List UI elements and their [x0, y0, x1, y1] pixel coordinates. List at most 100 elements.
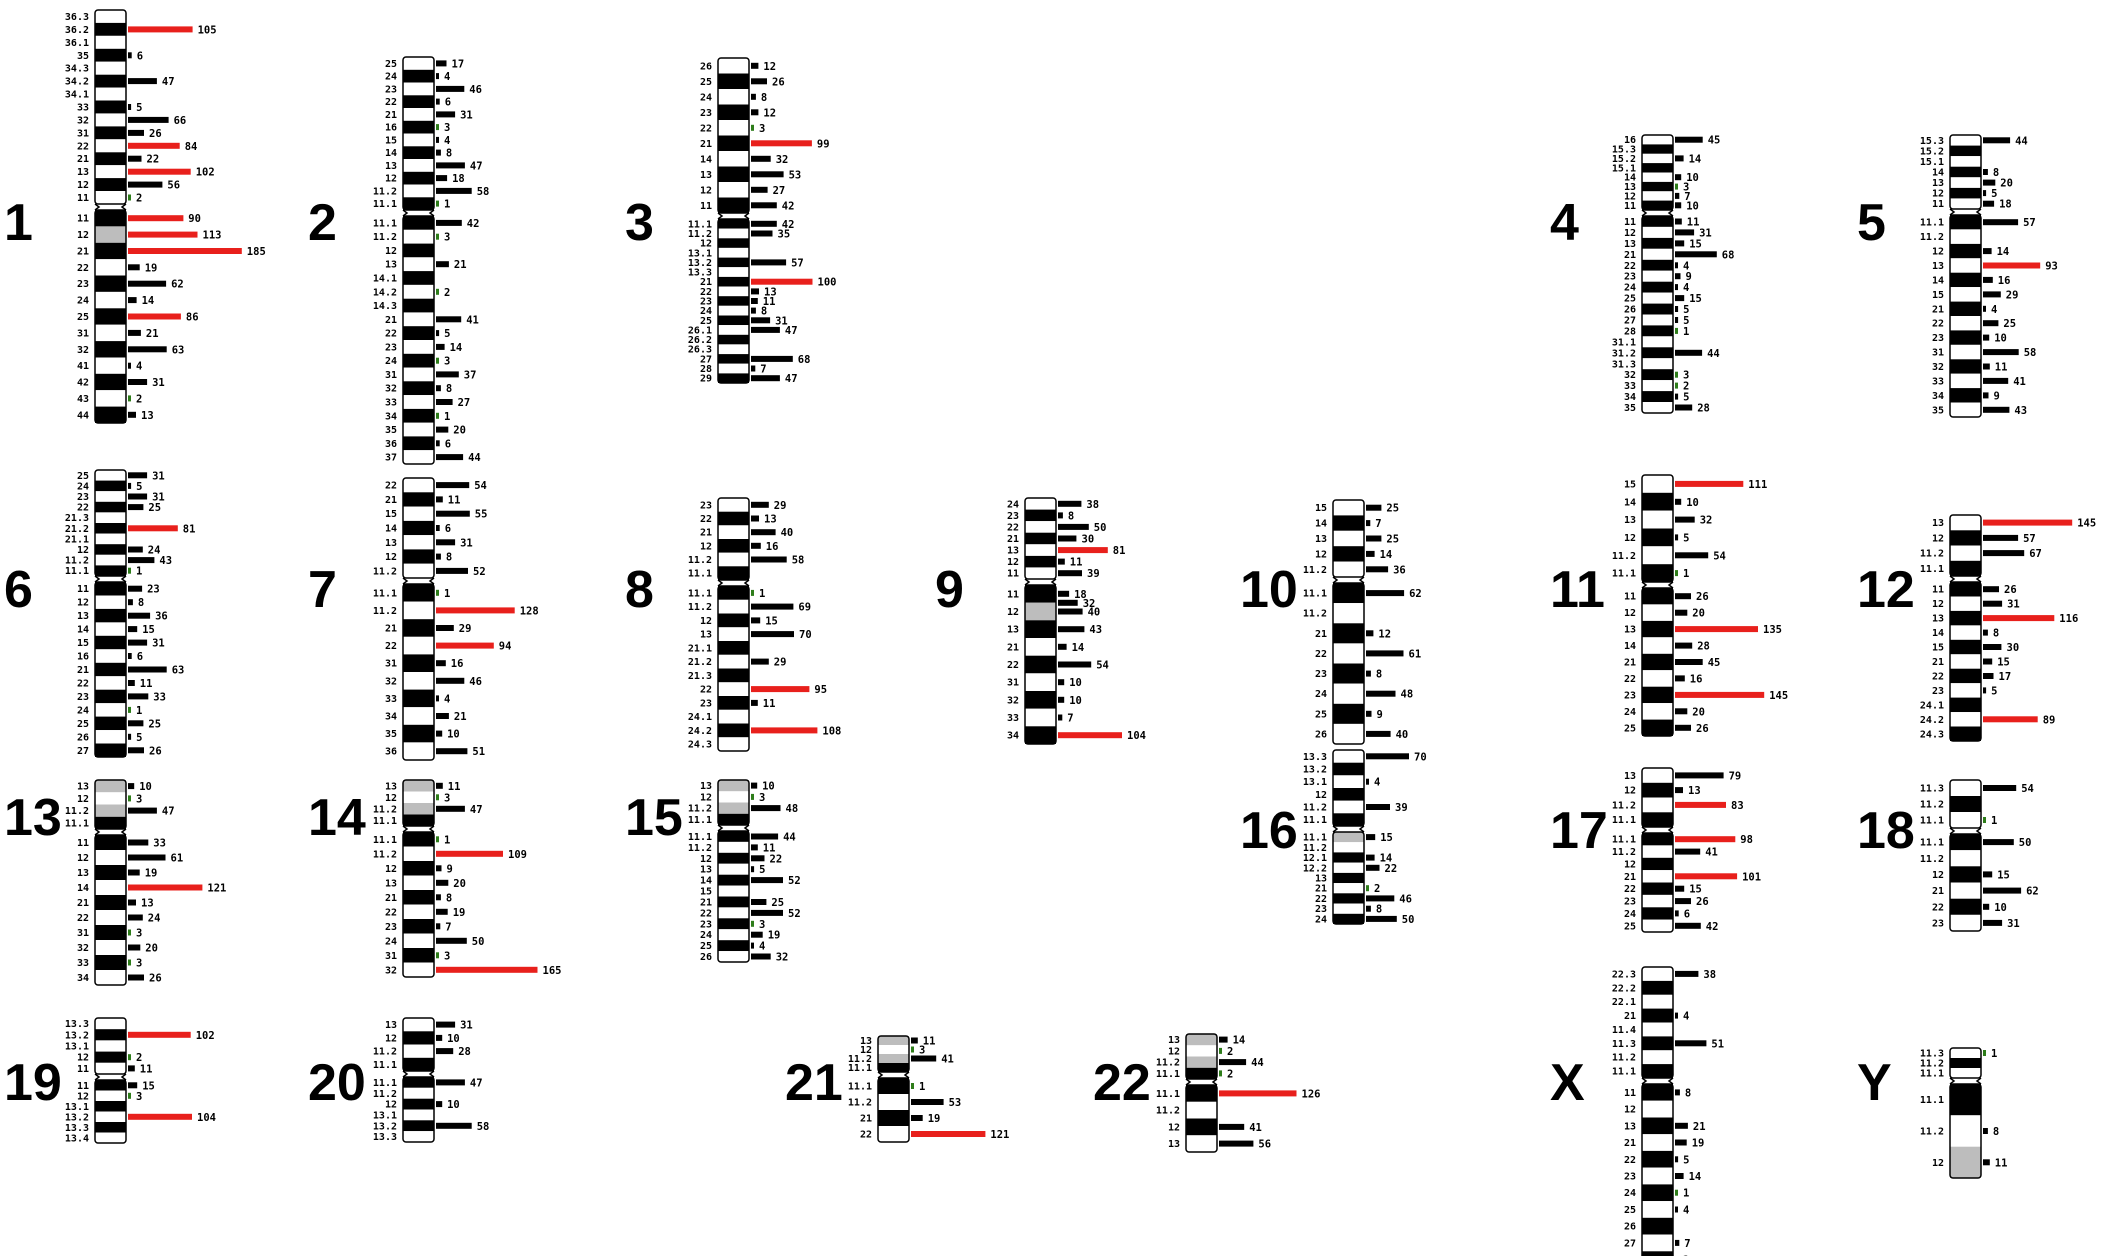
count-bar [1219, 1140, 1254, 1147]
band-label: 21 [1007, 534, 1019, 545]
band-label: 11.1 [373, 218, 397, 229]
count-bar [751, 355, 793, 362]
count-bar [1366, 535, 1382, 542]
count-bar [751, 899, 767, 905]
band-q22 [718, 286, 749, 297]
count-bar [1983, 1159, 1990, 1166]
count-bar [436, 288, 439, 295]
chromosome-number: 12 [1857, 561, 1915, 619]
band-label: 13 [700, 781, 712, 792]
chromosome-number: 10 [1240, 561, 1298, 619]
band-q23 [95, 275, 126, 292]
count-bar [128, 747, 144, 754]
q-arm-outline [402, 583, 435, 761]
count-label: 95 [814, 684, 827, 696]
count-bar [436, 124, 439, 131]
band-label: 13 [860, 1036, 872, 1047]
band-label: 35 [385, 425, 397, 436]
count-label: 38 [1086, 499, 1099, 511]
band-q22 [95, 676, 126, 690]
count-bar [436, 233, 439, 240]
band-q33 [1642, 380, 1673, 392]
band-label: 23 [1315, 904, 1327, 915]
p-arm-outline [402, 56, 435, 211]
band-label: 12 [385, 864, 397, 875]
count-label: 4 [444, 693, 450, 705]
count-bar [436, 782, 443, 789]
count-bar [436, 553, 441, 560]
band-label: 13 [385, 538, 397, 549]
count-label: 54 [474, 480, 487, 492]
count-label: 6 [137, 651, 143, 663]
band-q12 [1186, 1118, 1217, 1136]
band-p14 [403, 520, 434, 536]
band-p23 [95, 491, 126, 502]
count-label: 11 [923, 1036, 936, 1048]
count-bar [1366, 885, 1369, 892]
count-bar [1983, 320, 1999, 327]
band-p13 [1186, 1034, 1217, 1046]
band-p13 [1950, 177, 1981, 188]
count-label: 19 [768, 930, 781, 942]
count-label: 56 [1258, 1139, 1271, 1151]
band-q12 [718, 613, 749, 628]
band-label: 21 [1932, 657, 1944, 668]
count-label: 31 [152, 492, 165, 504]
band-q11.1 [718, 219, 749, 229]
band-label: 22 [385, 907, 397, 918]
band-q36 [403, 742, 434, 760]
band-label: 13.4 [65, 1133, 89, 1144]
centromere [1185, 1078, 1218, 1086]
band-p13 [95, 165, 126, 179]
band-label: 12 [700, 616, 712, 627]
chromosome-number: 3 [625, 194, 654, 252]
band-label: 15 [1932, 643, 1944, 654]
band-label: 22 [385, 97, 397, 108]
count-label: 16 [766, 541, 779, 553]
band-label: 21 [1315, 629, 1327, 640]
chromosome-7: 722211514131211.211.111.2212231323334353… [308, 477, 539, 761]
band-label: 12 [1315, 549, 1327, 560]
band-q16 [95, 649, 126, 663]
chromosome-number: 16 [1240, 802, 1298, 860]
count-bar [751, 953, 771, 960]
count-bar [1675, 910, 1679, 917]
count-bar [1675, 593, 1691, 600]
band-q33 [403, 689, 434, 708]
band-q41 [95, 357, 126, 374]
count-bar [751, 220, 777, 227]
band-label: 21 [1315, 884, 1327, 895]
band-q12 [95, 1090, 126, 1101]
band-label: 34 [1624, 392, 1636, 403]
band-q25 [1642, 292, 1673, 304]
band-q14 [1642, 637, 1673, 654]
band-label: 31 [385, 370, 397, 381]
count-bar [1983, 534, 2019, 541]
count-label: 9 [1377, 709, 1383, 721]
count-label: 14 [1689, 153, 1702, 165]
count-bar [1675, 570, 1678, 577]
band-label: 12 [385, 793, 397, 804]
count-bar [1983, 291, 2001, 298]
band-label: 21 [700, 528, 712, 539]
count-label: 4 [1683, 282, 1689, 294]
band-label: 11.1 [1303, 833, 1327, 844]
count-label: 14 [1380, 549, 1393, 561]
band-q11.1 [1642, 833, 1673, 846]
band-label: 21 [1624, 658, 1636, 669]
band-q35 [403, 422, 434, 437]
count-label: 3 [136, 928, 142, 940]
p-arm-outline [402, 1017, 435, 1072]
count-bar [751, 186, 768, 193]
chromosome-number: 9 [935, 561, 964, 619]
count-bar [911, 1055, 937, 1062]
band-q21 [1642, 653, 1673, 671]
count-bar [128, 974, 144, 981]
count-bar [436, 357, 439, 364]
band-label: 24 [1315, 914, 1327, 925]
band-q21 [403, 890, 434, 905]
count-bar [751, 278, 813, 285]
count-bar [1675, 626, 1758, 633]
